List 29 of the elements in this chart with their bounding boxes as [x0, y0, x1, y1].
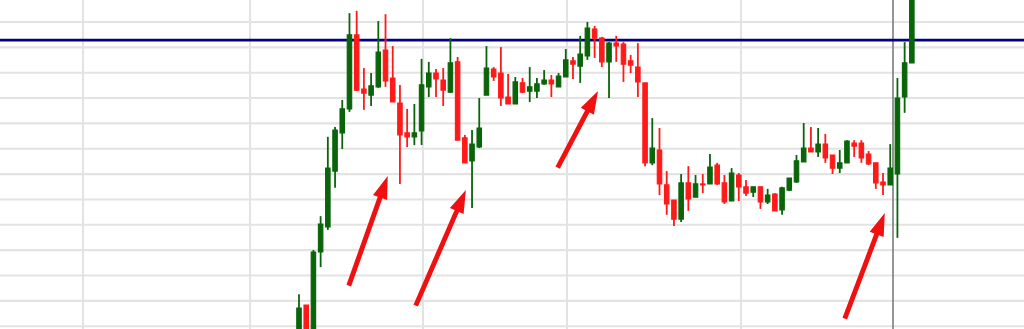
candlestick [649, 117, 656, 167]
candlestick [562, 48, 569, 78]
candlestick [296, 293, 302, 329]
candlestick [548, 74, 555, 98]
candlestick [822, 132, 829, 164]
candlestick [721, 174, 728, 205]
candlestick [829, 154, 836, 175]
candlestick [606, 41, 612, 99]
candlestick [887, 143, 894, 186]
candlestick [793, 154, 800, 184]
candlestick [808, 126, 814, 153]
candlestick [620, 41, 627, 83]
candlestick [627, 54, 634, 74]
candlestick [591, 25, 598, 59]
candlestick [692, 174, 699, 198]
candlestick [613, 34, 620, 63]
candlestick [800, 122, 807, 163]
candlestick [757, 185, 764, 210]
candlestick [685, 165, 692, 212]
candlestick [411, 103, 418, 146]
candlestick [707, 153, 713, 185]
candlestick [599, 35, 605, 69]
candlestick [699, 173, 706, 195]
candlestick [714, 161, 720, 186]
candlestick [425, 60, 432, 98]
candlestick [577, 34, 583, 84]
candlestick [570, 56, 576, 80]
candlestick [815, 127, 821, 158]
candlestick [512, 76, 519, 105]
